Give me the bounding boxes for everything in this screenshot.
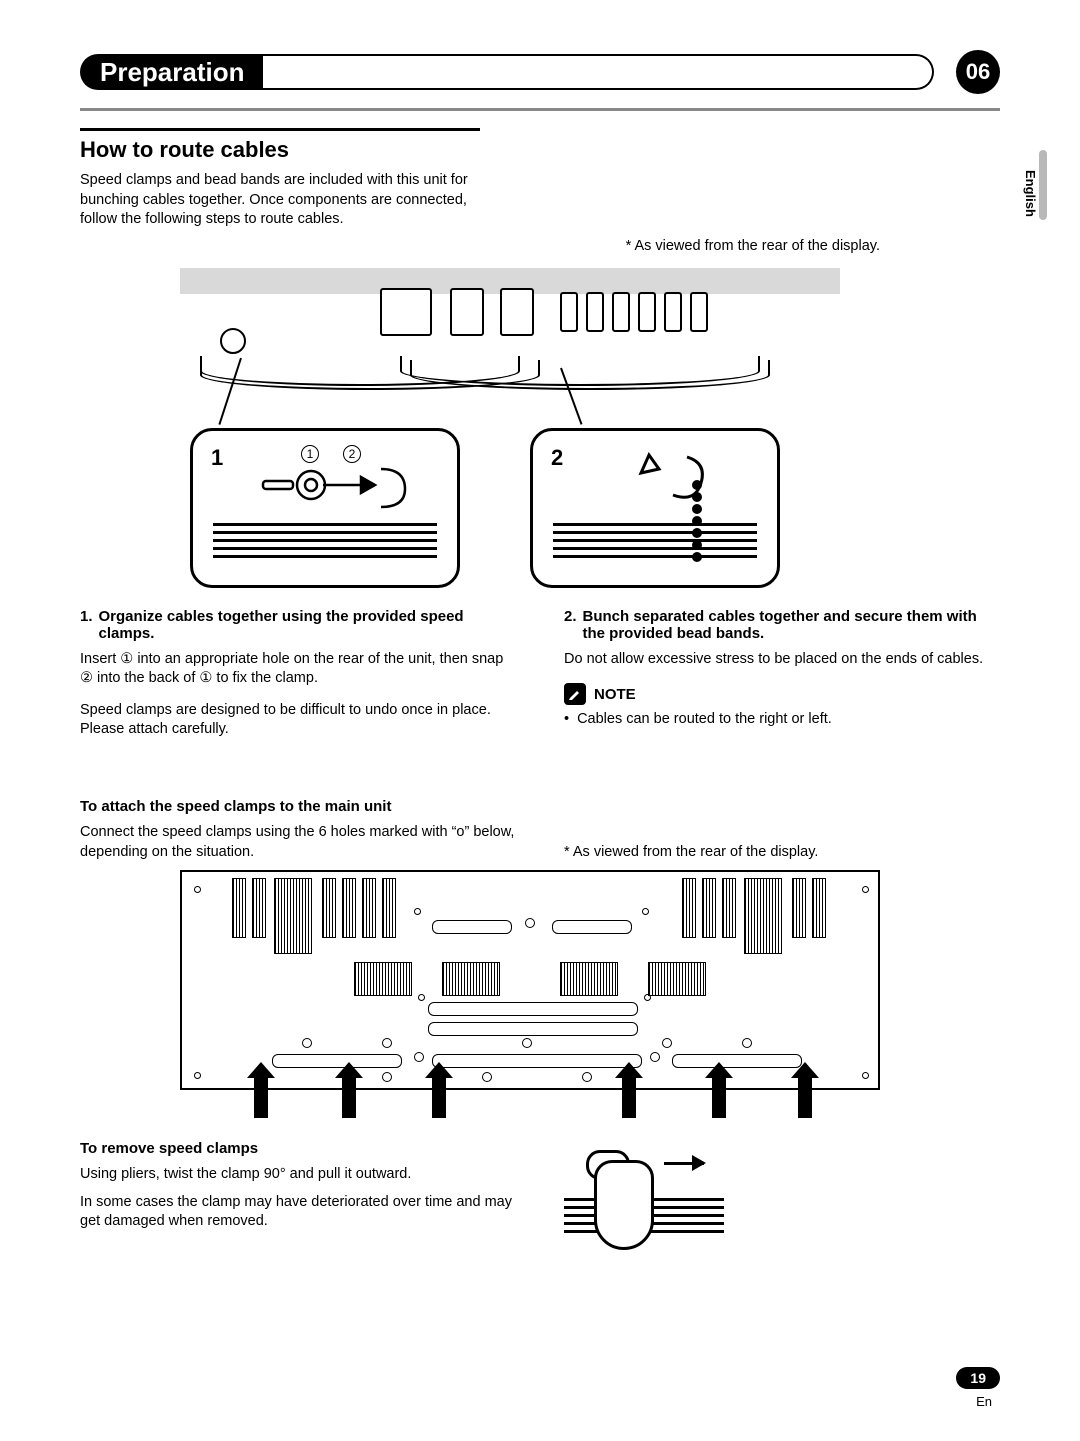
- note-label: NOTE: [594, 686, 636, 703]
- section-rule: [80, 128, 480, 131]
- arrow-right-icon: [664, 1162, 704, 1165]
- figure-cable-routing: 1 1 2: [180, 268, 840, 598]
- steps-row: 1. Organize cables together using the pr…: [80, 608, 1000, 740]
- remove-section: To remove speed clamps Using pliers, twi…: [80, 1140, 1000, 1260]
- chapter-header: Preparation 06: [80, 50, 1000, 94]
- arrow-up-icon: [254, 1076, 268, 1118]
- connector: [612, 292, 630, 332]
- chapter-rule: [263, 54, 917, 90]
- cable-bundle: [553, 523, 757, 563]
- step-title: Bunch separated cables together and secu…: [583, 608, 1000, 642]
- note-icon: [564, 683, 586, 705]
- callout-bead-band: 2: [530, 428, 780, 588]
- connector-row: [380, 278, 820, 358]
- language-tab-bar: [1039, 150, 1047, 220]
- clamp-body: [594, 1160, 654, 1250]
- cable-bundle: [213, 523, 437, 563]
- note-block: NOTE: [564, 683, 1000, 705]
- connector: [380, 288, 432, 336]
- step-text: Insert ① into an appropriate hole on the…: [80, 650, 516, 689]
- callout-speed-clamp: 1 1 2: [190, 428, 460, 588]
- arrow-up-icon: [798, 1076, 812, 1118]
- connector: [450, 288, 484, 336]
- section-title: How to route cables: [80, 137, 1000, 163]
- step-number: 2.: [564, 608, 577, 642]
- speed-clamp-drawing: [253, 455, 423, 530]
- arrow-up-icon: [622, 1076, 636, 1118]
- attach-text: Connect the speed clamps using the 6 hol…: [80, 823, 516, 862]
- page-language-code: En: [976, 1394, 992, 1409]
- attach-caption: * As viewed from the rear of the display…: [564, 843, 1000, 863]
- anchor-loop: [220, 328, 246, 354]
- attach-title: To attach the speed clamps to the main u…: [80, 798, 516, 815]
- connector: [560, 292, 578, 332]
- cable-sweep: [200, 356, 820, 396]
- arrow-up-icon: [432, 1076, 446, 1118]
- step-text: Speed clamps are designed to be difficul…: [80, 701, 516, 740]
- arrow-up-icon: [712, 1076, 726, 1118]
- figure-rear-panel: [180, 870, 880, 1090]
- step-text: Do not allow excessive stress to be plac…: [564, 650, 1000, 670]
- callout-number: 2: [551, 445, 563, 471]
- bullet-text: Cables can be routed to the right or lef…: [577, 711, 832, 727]
- bullet-dot: •: [564, 711, 569, 727]
- remove-title: To remove speed clamps: [80, 1140, 516, 1157]
- chapter-number-badge: 06: [956, 50, 1000, 94]
- chapter-title: Preparation: [80, 54, 263, 90]
- step-1: 1. Organize cables together using the pr…: [80, 608, 516, 740]
- header-divider: [80, 108, 1000, 111]
- figure-remove-clamp: [564, 1140, 724, 1260]
- connector: [500, 288, 534, 336]
- page-number-badge: 19: [956, 1367, 1000, 1389]
- page-content: How to route cables Speed clamps and bea…: [80, 128, 1000, 1260]
- step-title: Organize cables together using the provi…: [99, 608, 516, 642]
- figure1-caption: * As viewed from the rear of the display…: [80, 238, 1000, 254]
- remove-text: Using pliers, twist the clamp 90° and pu…: [80, 1165, 516, 1185]
- connector: [664, 292, 682, 332]
- attach-header-row: To attach the speed clamps to the main u…: [80, 780, 1000, 862]
- callout-number: 1: [211, 445, 223, 471]
- bead-band-drawing: [627, 449, 747, 584]
- chapter-title-wrap: Preparation: [80, 54, 916, 90]
- connector: [690, 292, 708, 332]
- step-2: 2. Bunch separated cables together and s…: [564, 608, 1000, 740]
- remove-text: In some cases the clamp may have deterio…: [80, 1193, 516, 1232]
- section-intro: Speed clamps and bead bands are included…: [80, 171, 500, 230]
- arrow-up-icon: [342, 1076, 356, 1118]
- note-bullet: • Cables can be routed to the right or l…: [564, 711, 1000, 727]
- connector: [586, 292, 604, 332]
- step-number: 1.: [80, 608, 93, 642]
- connector: [638, 292, 656, 332]
- language-tab: English: [1021, 160, 1040, 227]
